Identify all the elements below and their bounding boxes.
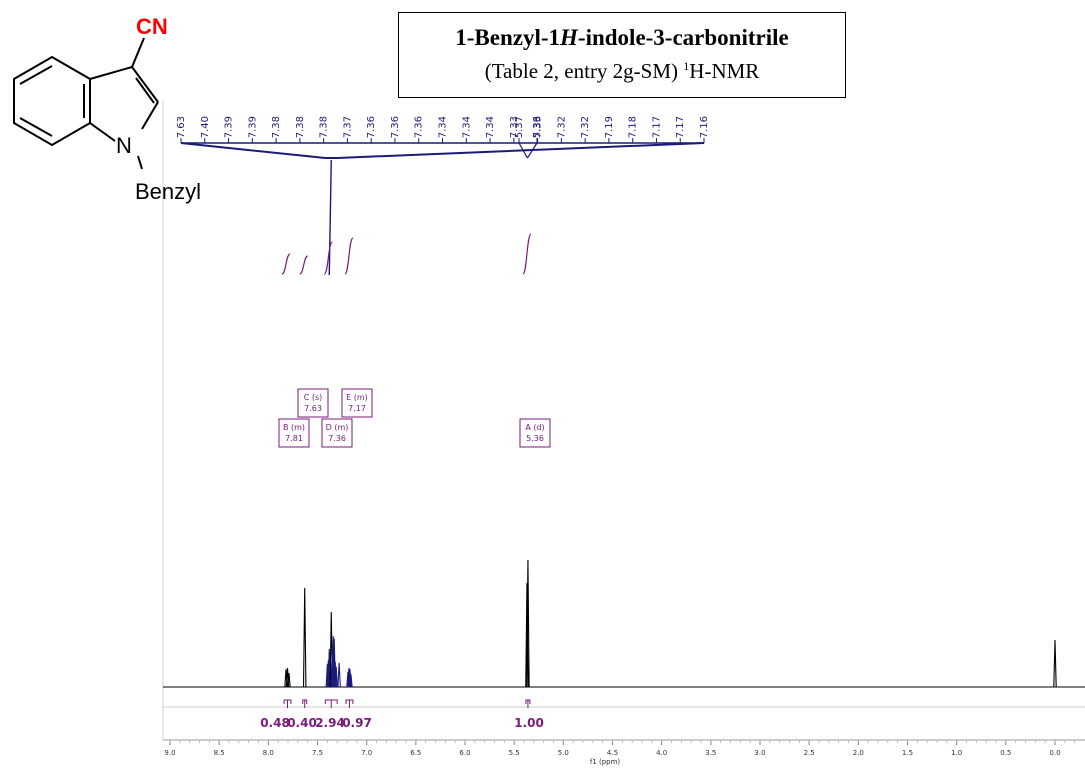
bond-c3-cn [132,38,144,67]
x-tick-label: 0.0 [1049,749,1060,757]
peak-labels: 7.63 7.40 7.39 7.39 7.38 7.38 7.38 7.37 7.36 7.36… [176,116,710,138]
peak-drop-line [329,160,331,275]
peak-label: 7.36 [366,116,377,138]
spectrum-peak [304,588,306,687]
multiplet-box: A (d) 5.36 [520,419,550,447]
bond-n-benzyl [138,156,142,169]
peak-label: 7.34 [438,116,449,138]
peak-label: 5.36 [532,116,543,138]
bond-c3a-c3 [90,67,132,79]
integral-curve [300,256,308,274]
x-tick-label: 8.5 [214,749,225,757]
integration-value: 0.48 [260,716,290,730]
integration-value: 2.94 [315,716,345,730]
peak-label: 7.63 [176,116,187,138]
multiplet-label: B (m) [283,423,305,432]
integral-curve [345,238,353,274]
x-tick-label: 2.5 [804,749,815,757]
bond-c2-n [142,102,158,129]
multiplet-shift: 5.36 [526,434,544,443]
multiplet-box: B (m) 7.81 [279,419,309,447]
nitrogen-label: N [116,133,132,158]
x-tick-label: 7.5 [312,749,323,757]
nitrile-label: CN [136,14,168,39]
peak-label: 5.37 [514,116,525,138]
integrations: 0.480.402.940.97 1.00 [260,700,544,730]
multiplet-label: E (m) [346,393,368,402]
peak-label: 7.39 [224,116,235,138]
peak-label: 7.18 [628,116,639,138]
multiplet-label: C (s) [304,393,323,402]
x-tick-label: 4.0 [656,749,667,757]
peak-label: 7.39 [247,116,258,138]
x-tick-label: 3.5 [705,749,716,757]
x-tick-label: 8.0 [263,749,274,757]
peak-label: 7.17 [651,116,662,138]
integration-value: 0.40 [287,716,317,730]
peak-label: 7.16 [699,116,710,138]
peak-connectors [181,138,704,275]
x-tick-label: 2.0 [853,749,864,757]
integration-value: 1.00 [514,716,544,730]
x-tick-label: 6.5 [410,749,421,757]
peak-bracket-converge [181,143,704,158]
integration-value: 0.97 [342,716,372,730]
x-tick-label: 4.5 [607,749,618,757]
multiplet-shift: 7.81 [285,434,303,443]
multiplet-label: A (d) [525,423,544,432]
x-tick-label: 5.5 [509,749,520,757]
spectrum-trace [163,560,1085,687]
x-tick-label: 1.5 [902,749,913,757]
peak-label: 7.19 [604,116,615,138]
peak-label: 7.34 [485,116,496,138]
multiplet-shift: 7.36 [328,434,346,443]
peak-label: 7.38 [295,116,306,138]
multiplet-box: D (m) 7.36 [322,419,352,447]
x-tick-label: 6.0 [459,749,470,757]
peak-label: 7.17 [675,116,686,138]
peak-label: 7.36 [390,116,401,138]
peak-label: 7.36 [414,116,425,138]
bond-c3-c2 [132,67,158,102]
structure-drawing [14,38,158,169]
benzyl-label: Benzyl [135,179,201,204]
x-tick-label: 0.5 [1000,749,1011,757]
peak-label: 7.38 [319,116,330,138]
x-axis-tick-labels: 9.0 8.5 8.0 7.5 7.0 6.5 6.0 5.5 5.0 4.5 4.0 3.5 3.0 2… [164,749,1060,757]
x-tick-label: 3.0 [754,749,765,757]
multiplet-shift: 7.17 [348,404,366,413]
peak-label: 7.32 [580,116,591,138]
multiplet-label: D (m) [326,423,349,432]
integral-curve [324,242,332,274]
x-tick-label: 7.0 [361,749,372,757]
multiplet-shift: 7.63 [304,404,322,413]
bond-c3-c2-double [136,78,154,103]
x-tick-label: 1.0 [951,749,962,757]
benzene-double-bond-1 [20,66,52,84]
x-tick-label: 5.0 [558,749,569,757]
spectrum-peak [1054,640,1056,687]
integral-curve [282,254,290,274]
x-tick-label: 9.0 [164,749,175,757]
multiplet-box: C (s) 7.63 [298,389,328,417]
peak-label: 7.34 [461,116,472,138]
integral-curve [523,234,531,274]
x-axis-ticks [170,740,1075,745]
peak-label: 7.40 [200,116,211,138]
multiplet-boxes: B (m) 7.81 C (s) 7.63 D (m) 7.36 E (m) 7.17 A (d… [279,389,550,447]
benzene-ring [14,57,90,145]
integral-curves [282,234,531,274]
benzene-double-bond-3 [20,118,52,136]
multiplet-box: E (m) 7.17 [342,389,372,417]
peak-label: 7.32 [556,116,567,138]
x-axis-label: f1 (ppm) [590,758,621,766]
peak-label: 7.38 [271,116,282,138]
spectrum-peak [338,663,340,687]
bond-n-c7a [90,123,115,141]
peak-label: 7.37 [342,116,353,138]
